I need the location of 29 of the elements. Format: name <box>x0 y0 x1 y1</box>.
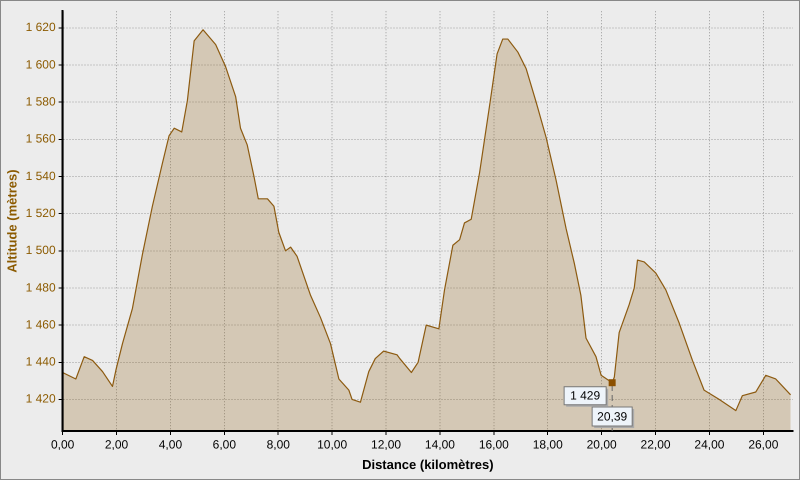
y-tick-label: 1 560 <box>26 132 56 146</box>
y-axis-title: Altitude (mètres) <box>4 169 20 273</box>
y-tick-label: 1 520 <box>26 206 56 220</box>
x-tick-label: 2,00 <box>104 438 129 452</box>
x-tick-label: 16,00 <box>478 438 510 452</box>
x-tick-label: 14,00 <box>424 438 456 452</box>
y-tick-label: 1 540 <box>26 168 56 183</box>
y-tick-label: 1 480 <box>26 280 56 294</box>
x-tick-label: 10,00 <box>317 438 348 452</box>
x-tick-label: 12,00 <box>371 438 402 452</box>
x-tick-label: 22,00 <box>640 438 671 452</box>
x-axis-title: Distance (kilomètres) <box>362 456 494 472</box>
x-tick-label: 24,00 <box>694 438 725 452</box>
x-tick-label: 26,00 <box>748 438 779 452</box>
y-tick-label: 1 580 <box>26 94 56 109</box>
annotation: 1 429 <box>570 388 600 403</box>
y-tick-label: 1 600 <box>26 57 56 72</box>
x-tick-label: 6,00 <box>212 438 236 452</box>
x-tick-label: 4,00 <box>158 438 182 452</box>
y-tick-label: 1 500 <box>26 243 56 258</box>
y-tick-label: 1 460 <box>26 317 56 332</box>
y-tick-label: 1 420 <box>26 392 56 406</box>
x-tick-label: 8,00 <box>266 438 290 452</box>
ref-line-label: 20,39 <box>597 409 628 424</box>
y-tick-label: 1 620 <box>26 20 56 34</box>
x-tick-label: 18,00 <box>532 438 564 452</box>
y-tick-label: 1 440 <box>26 354 56 369</box>
x-tick-label: 0,00 <box>50 438 75 452</box>
x-tick-label: 20,00 <box>586 438 617 452</box>
